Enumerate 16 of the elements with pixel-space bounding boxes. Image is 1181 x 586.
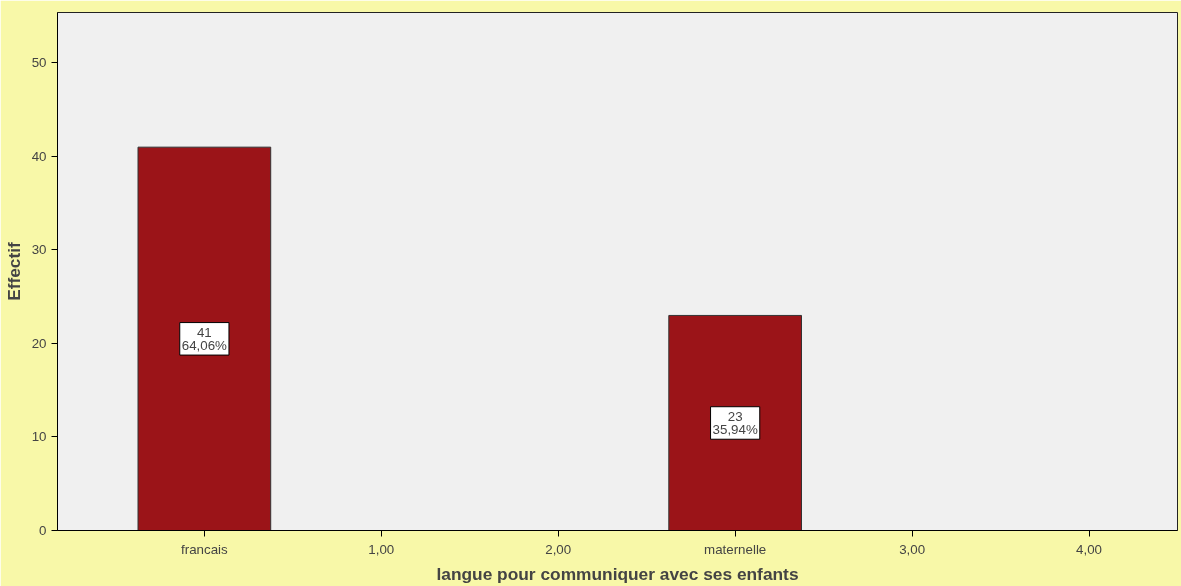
x-tick-label: 2,00 <box>545 541 572 557</box>
x-tick-label: maternelle <box>704 541 767 557</box>
y-tick-label: 0 <box>39 523 47 538</box>
y-tick-label: 10 <box>31 429 47 445</box>
y-axis-title: Effectif <box>3 241 24 301</box>
y-tick-label: 50 <box>31 55 47 71</box>
x-tick-label: 3,00 <box>899 541 926 557</box>
x-axis-title: langue pour communiquer avec ses enfants <box>436 563 799 584</box>
x-tick-label: 4,00 <box>1076 541 1103 557</box>
data-label: 41 64,06% <box>181 324 228 354</box>
y-tick-label: 40 <box>31 148 47 164</box>
y-tick-label: 30 <box>31 242 47 258</box>
y-tick-label: 20 <box>31 336 47 351</box>
x-tick-label: francais <box>181 541 229 557</box>
x-tick-label: 1,00 <box>368 541 395 557</box>
data-label: 23 35,94% <box>712 408 758 438</box>
